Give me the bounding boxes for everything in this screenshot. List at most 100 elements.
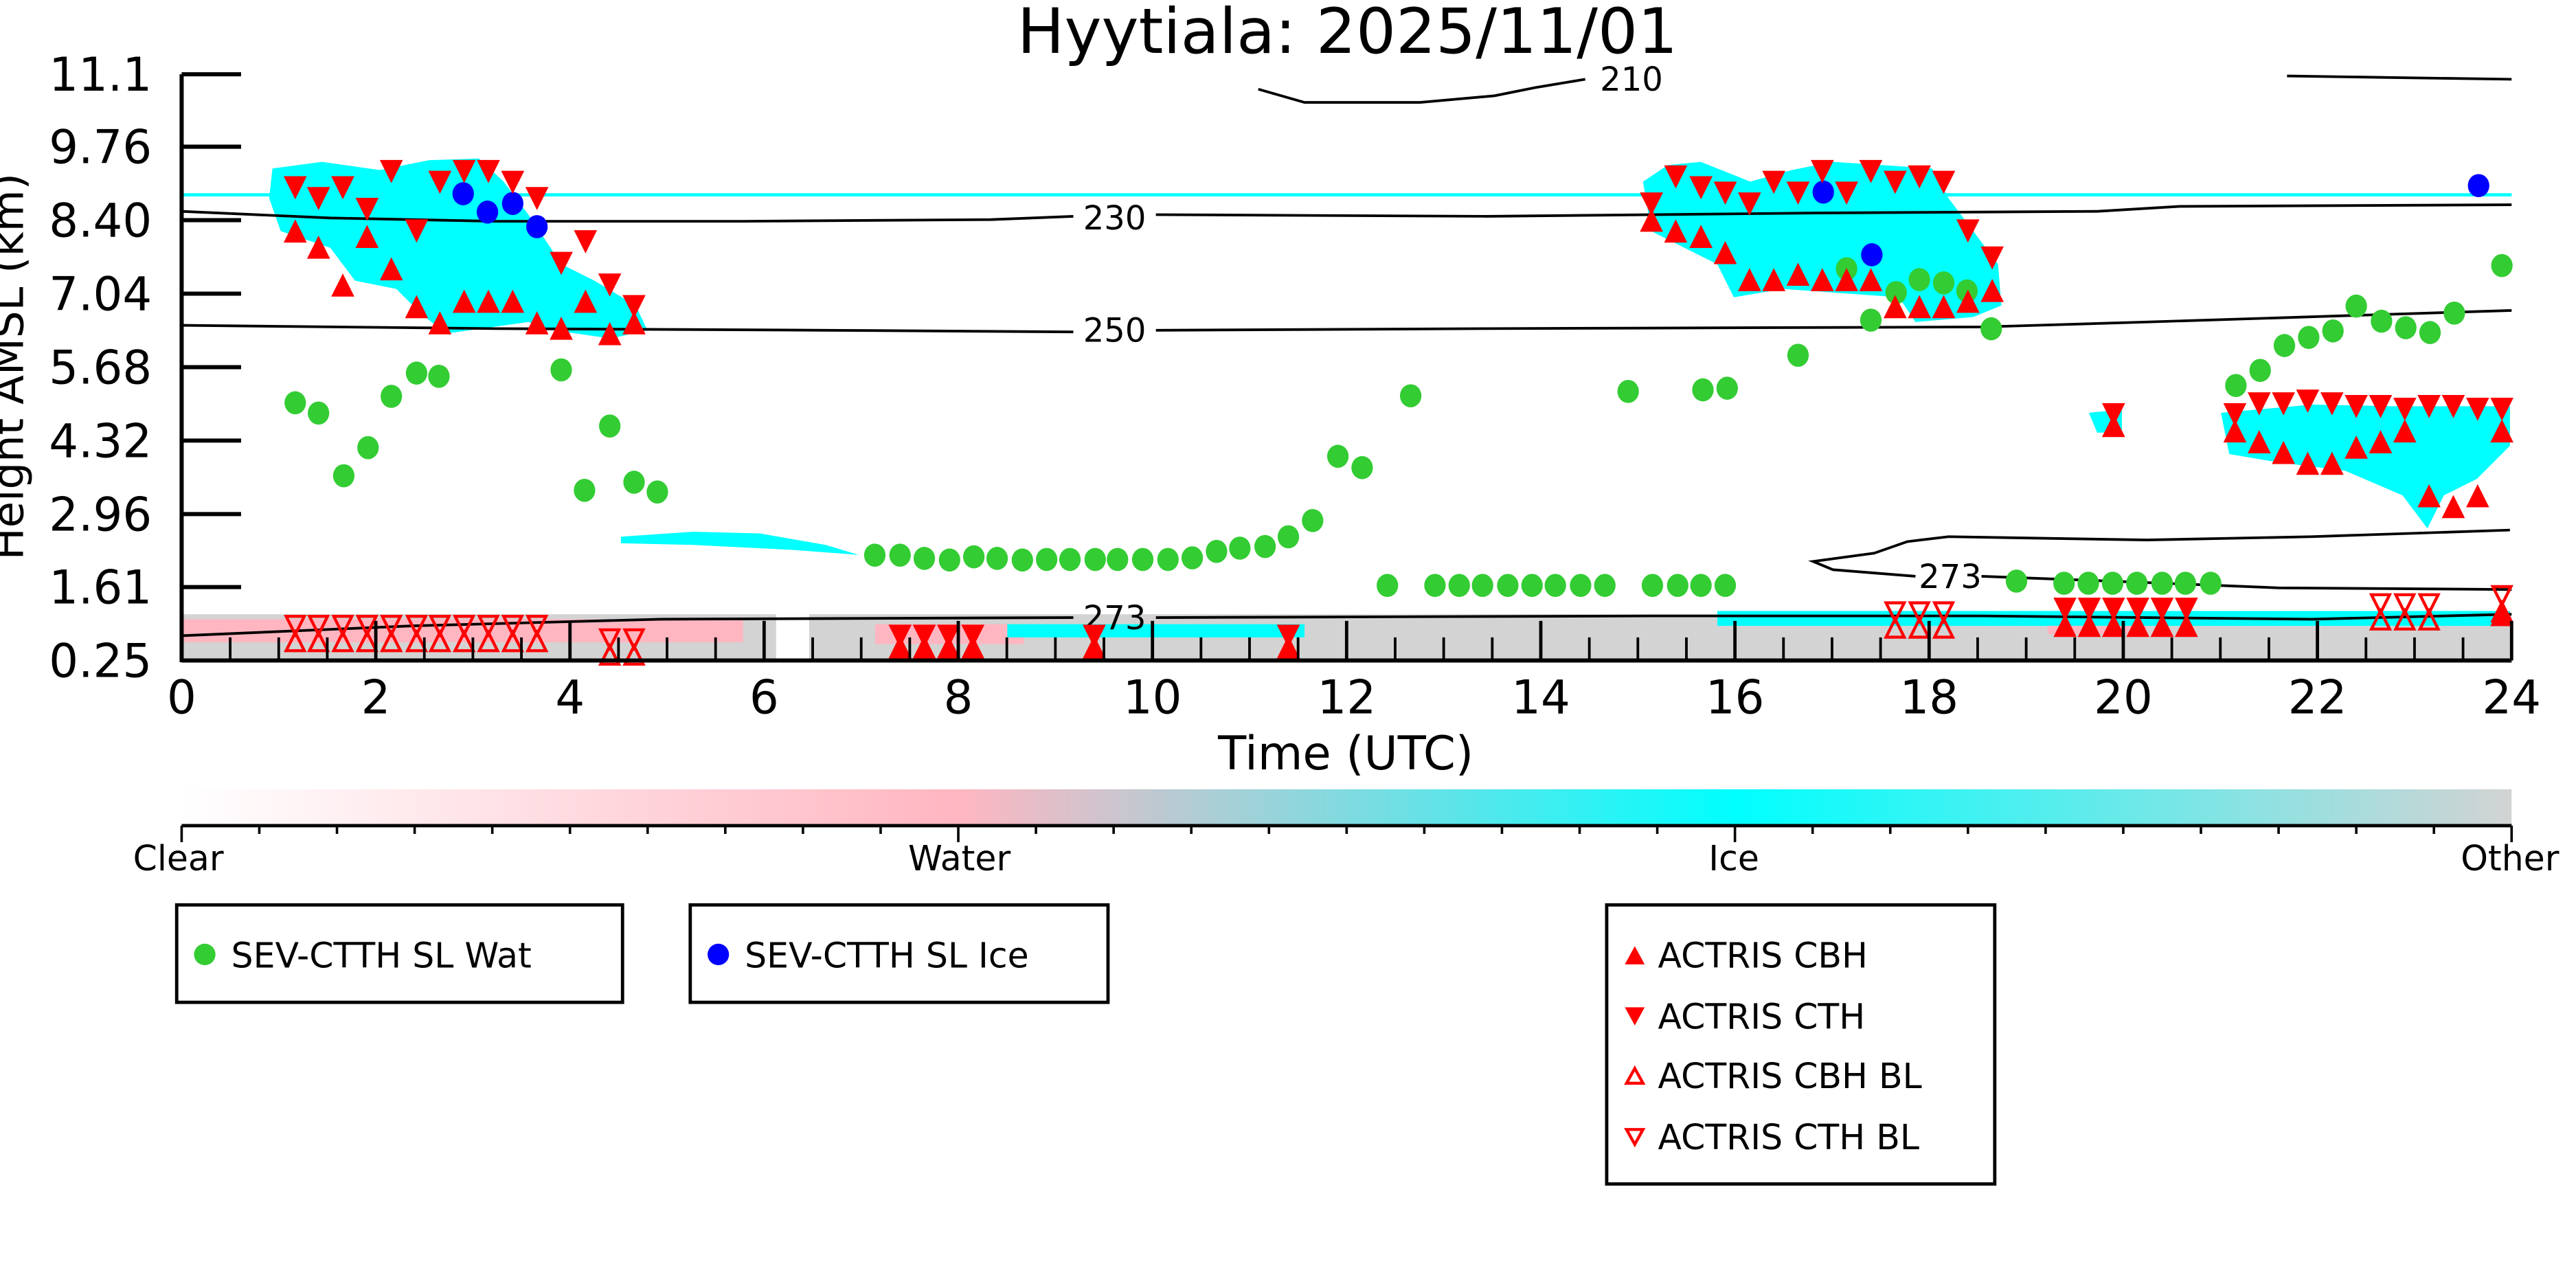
actris-cbh-marker <box>405 295 429 319</box>
actris-cth-marker <box>937 624 960 648</box>
actris-cth-marker <box>1640 192 1663 216</box>
actris-cth-marker <box>1664 165 1688 189</box>
actris-cth-bl-marker <box>525 615 549 638</box>
actris-cbh-marker <box>2441 495 2465 519</box>
actris-cbh-marker <box>550 317 573 340</box>
colorbar-label-ice: Ice <box>1708 838 1759 879</box>
ice-cloud <box>620 532 859 555</box>
sev-wat-point <box>1107 547 1129 572</box>
actris-cth-marker <box>428 170 452 194</box>
actris-cbh-bl-marker <box>598 642 622 666</box>
legend-wat: SEV-CTTH SL Wat <box>174 903 624 1004</box>
sev-wat-point <box>1036 547 1058 572</box>
contour-label-273: 273 <box>1919 558 1982 596</box>
actris-cbh-marker <box>1738 268 1761 291</box>
actris-cbh-bl-marker <box>405 629 429 653</box>
actris-cbh-marker <box>1835 268 1858 291</box>
actris-cth-bl-marker <box>355 615 379 638</box>
sev-wat-point <box>1860 308 1882 332</box>
actris-cbh-marker <box>2465 484 2489 508</box>
sev-wat-point <box>913 547 936 570</box>
actris-cth-marker <box>1762 170 1785 194</box>
sev-wat-point <box>2126 572 2148 595</box>
actris-cbh-bl-marker <box>1908 615 1931 639</box>
y-tick-label: 1.61 <box>49 561 152 615</box>
actris-cth-bl-marker <box>331 615 354 638</box>
actris-cth-marker <box>477 159 500 183</box>
actris-cth-marker <box>1713 181 1737 205</box>
sev-wat-point <box>2395 316 2417 339</box>
sev-wat-point <box>2053 572 2075 595</box>
colorbar <box>181 789 2512 826</box>
actris-cbh-marker <box>2077 613 2101 637</box>
sev-wat-point <box>1471 574 1493 598</box>
actris-cth-marker <box>2101 403 2125 427</box>
actris-cth-marker <box>1859 159 1883 183</box>
actris-cth-bl-marker <box>284 615 307 638</box>
actris-cth-marker <box>2465 397 2489 421</box>
y-tick-label: 7.04 <box>49 268 152 321</box>
actris-cbh-bl-marker <box>2369 607 2393 631</box>
x-tick-label: 14 <box>1511 670 1570 724</box>
actris-cth-marker <box>2369 395 2393 418</box>
actris-cth-marker <box>2441 395 2465 418</box>
colorbar-ticks <box>180 825 2513 842</box>
sev-wat-point <box>1690 574 1712 598</box>
actris-cth-marker <box>622 295 646 319</box>
actris-cbh-marker <box>2101 613 2125 637</box>
actris-cth-bl-marker <box>452 615 476 638</box>
x-tick-label: 2 <box>361 670 391 724</box>
actris-cth-marker <box>1276 624 1300 648</box>
actris-cbh-marker <box>379 257 403 281</box>
sev-wat-point <box>1908 268 1930 291</box>
legend-label-cbh: ACTRIS CBH <box>1658 936 1868 976</box>
actris-cth-bl-marker <box>477 615 500 638</box>
actris-cbh-marker <box>2272 440 2295 464</box>
actris-cth-marker <box>2053 597 2077 621</box>
actris-cbh-marker <box>331 273 354 297</box>
contour-273-upper <box>1808 528 2512 591</box>
actris-cth-bl-marker <box>306 615 330 638</box>
actris-cbh-marker <box>1932 295 1956 319</box>
sev-wat-point <box>1326 444 1349 468</box>
actris-cth-marker <box>2174 597 2198 621</box>
x-tick-label: 0 <box>167 670 196 724</box>
sev-wat-point <box>2298 326 2320 350</box>
actris-cth-marker <box>1884 170 1907 194</box>
sev-wat-point <box>963 545 985 569</box>
actris-cbh-bl-marker <box>452 629 476 653</box>
actris-cbh-marker <box>428 311 452 335</box>
sev-wat-point <box>1399 384 1422 407</box>
actris-cbh-marker <box>1908 295 1931 319</box>
actris-cth-marker <box>2247 392 2271 416</box>
legend-marker-ice <box>708 943 730 966</box>
sev-wat-point <box>1011 548 1033 572</box>
sev-wat-point <box>1277 525 1300 549</box>
actris-cth-marker <box>550 251 573 275</box>
actris-cth-marker <box>574 230 598 253</box>
actris-cth-marker <box>1811 159 1834 183</box>
x-tick-label: 10 <box>1123 670 1182 724</box>
colorbar-label-other: Other <box>2461 838 2560 879</box>
sev-wat-point <box>2200 572 2222 595</box>
actris-cth-bl-marker <box>1908 601 1931 624</box>
actris-cth-marker <box>501 170 525 194</box>
sev-wat-point <box>1157 547 1179 572</box>
actris-cbh-marker <box>1980 278 2004 302</box>
sev-wat-point <box>1956 279 1978 303</box>
sev-wat-point <box>889 543 911 567</box>
actris-cbh-bl-marker <box>477 629 500 653</box>
sev-ice-point <box>526 215 548 238</box>
actris-cth-marker <box>1083 624 1106 648</box>
sev-wat-point <box>1377 574 1399 598</box>
actris-cbh-marker <box>1884 295 1907 319</box>
sev-wat-point <box>2322 319 2344 343</box>
low-clear-gap <box>776 614 809 661</box>
sev-wat-point <box>1131 547 1154 572</box>
sev-wat-point <box>863 543 886 567</box>
sev-wat-point <box>2101 572 2124 595</box>
actris-cbh-bl-marker <box>2393 607 2417 631</box>
actris-cbh-marker <box>2296 451 2320 475</box>
actris-cth-marker <box>283 176 307 200</box>
sev-ice-point <box>501 192 523 215</box>
